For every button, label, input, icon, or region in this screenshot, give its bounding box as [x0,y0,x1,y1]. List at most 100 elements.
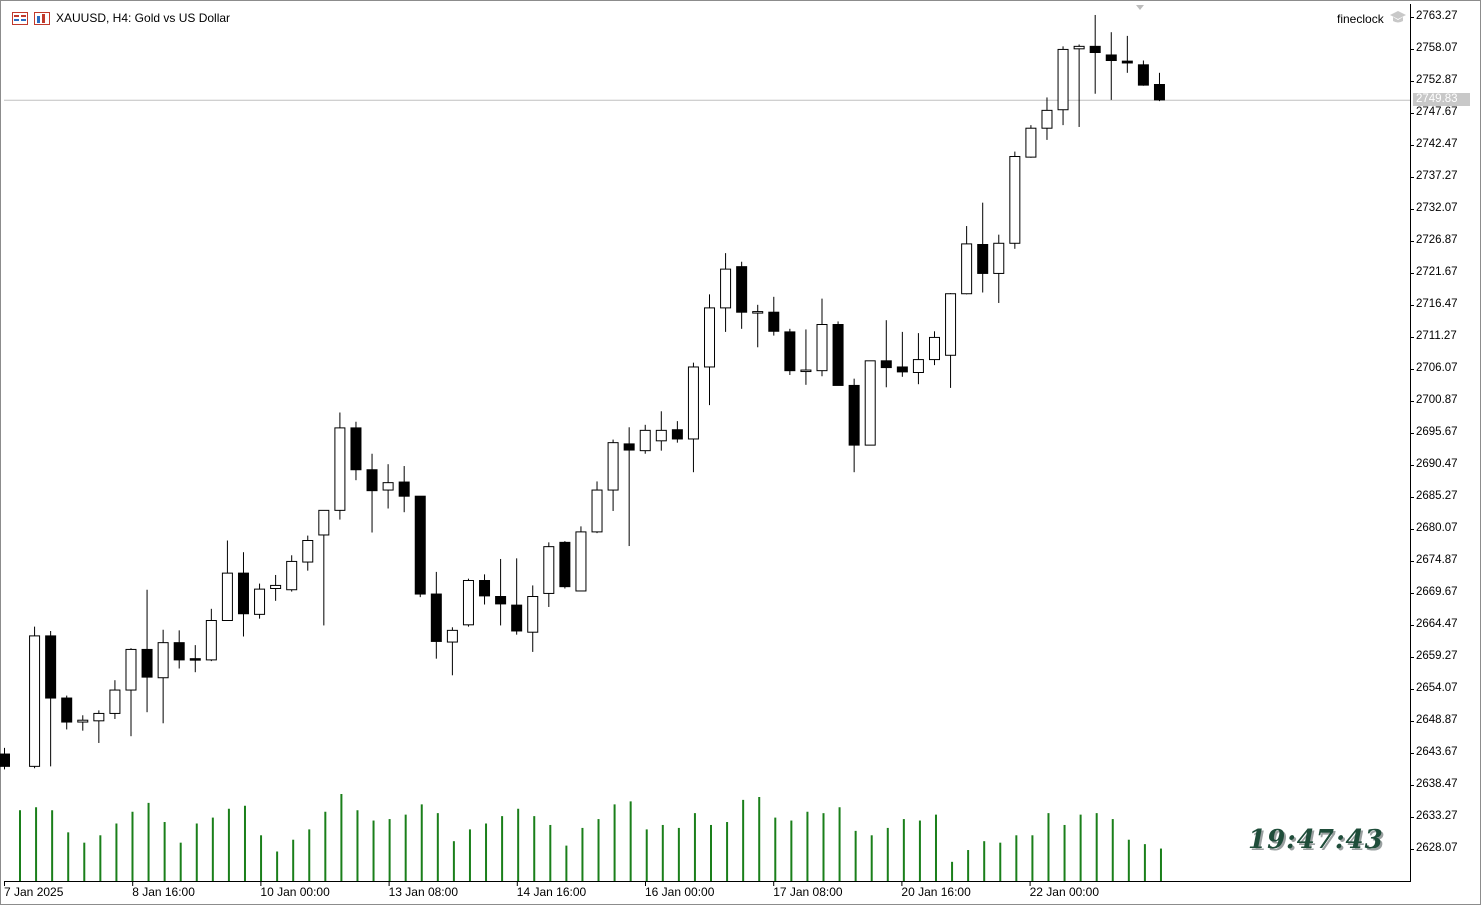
candle-body [687,366,699,440]
candle [205,608,217,662]
candle-body [1025,127,1037,158]
candle-body [1121,60,1133,64]
candle-body [928,336,940,361]
candle-body [945,293,957,356]
candle [495,558,507,626]
price-label: 2664.47 [1416,618,1458,630]
candle-body [141,648,153,678]
candle [29,626,41,769]
candle [687,362,699,473]
candle-body [77,719,89,723]
candle [575,526,587,592]
candle-body [639,429,651,452]
candle-body [1105,54,1117,62]
candle-body [655,429,667,442]
price-label: 2742.47 [1416,138,1458,150]
candle [1089,14,1101,94]
candle-body [880,360,892,369]
candle [832,321,844,386]
price-label: 2648.87 [1416,714,1458,726]
candle-body [173,642,185,661]
time-label: 20 Jan 16:00 [901,885,971,899]
price-label: 2758.07 [1416,42,1458,54]
price-axis-ticks [1410,17,1414,850]
candle [398,466,410,513]
candle [382,464,394,509]
candle [848,378,860,473]
candle [254,583,266,619]
candle-body [270,584,282,590]
candle [559,541,571,589]
candle-body [29,635,41,767]
candle-body [350,427,362,471]
candle-body [559,541,571,588]
candle [366,453,378,533]
time-label: 17 Jan 08:00 [773,885,843,899]
candle [0,747,10,770]
candle-body [511,604,523,632]
time-label: 22 Jan 00:00 [1029,885,1099,899]
candle-body [816,324,828,372]
candle-body [977,244,989,274]
price-label: 2721.67 [1416,266,1458,278]
candle [93,710,105,743]
candle-body [832,324,844,386]
candle [945,293,957,388]
price-label: 2695.67 [1416,426,1458,438]
candle-body [864,360,876,446]
candle [430,571,442,659]
candle [45,630,57,767]
chart-window-icon[interactable] [12,11,28,25]
candle [896,331,908,377]
candle [720,253,732,332]
candle [993,234,1005,303]
time-label: 14 Jan 16:00 [516,885,587,899]
candle-body [961,243,973,295]
candle [736,261,748,329]
candle [768,296,780,336]
price-label: 2737.27 [1416,170,1458,182]
candle-body [318,509,330,536]
candle [928,331,940,366]
graduation-cap-icon [1389,10,1407,27]
candle-body [479,580,491,597]
candle-body [543,546,555,594]
candle-body [607,442,619,491]
candle-body [704,307,716,368]
candle-body [237,572,249,615]
candle-body [205,620,217,661]
candle-body [720,268,732,309]
candle-body [61,697,73,723]
time-axis-ticks [4,882,1031,886]
price-label: 2643.67 [1416,746,1458,758]
indicator-label: fineclock [1337,11,1384,26]
chart-header: XAUUSD, H4: Gold vs US Dollar [12,9,230,27]
price-label: 2654.07 [1416,682,1458,694]
candle [462,578,474,627]
candle [237,552,249,637]
price-label: 2726.87 [1416,234,1458,246]
candle [1121,35,1133,73]
price-label: 2752.87 [1416,74,1458,86]
indicator-fineclock[interactable]: fineclock [1337,10,1407,27]
candle [221,540,233,622]
candle-body [527,596,539,633]
price-label: 2706.07 [1416,362,1458,374]
candle-body [366,469,378,492]
price-label: 2711.27 [1416,330,1457,342]
candle-body [157,642,169,679]
candle-body [446,629,458,643]
market-watch-icon[interactable] [34,11,50,25]
chart-shift-marker[interactable] [1136,5,1144,10]
candle [1041,97,1053,140]
price-label: 2638.47 [1416,778,1458,790]
price-label: 2669.67 [1416,586,1458,598]
candle [752,304,764,348]
candle-body [109,689,121,714]
candle [1153,72,1165,102]
candle [286,555,298,592]
candle [912,333,924,385]
price-label: 2690.47 [1416,458,1458,470]
